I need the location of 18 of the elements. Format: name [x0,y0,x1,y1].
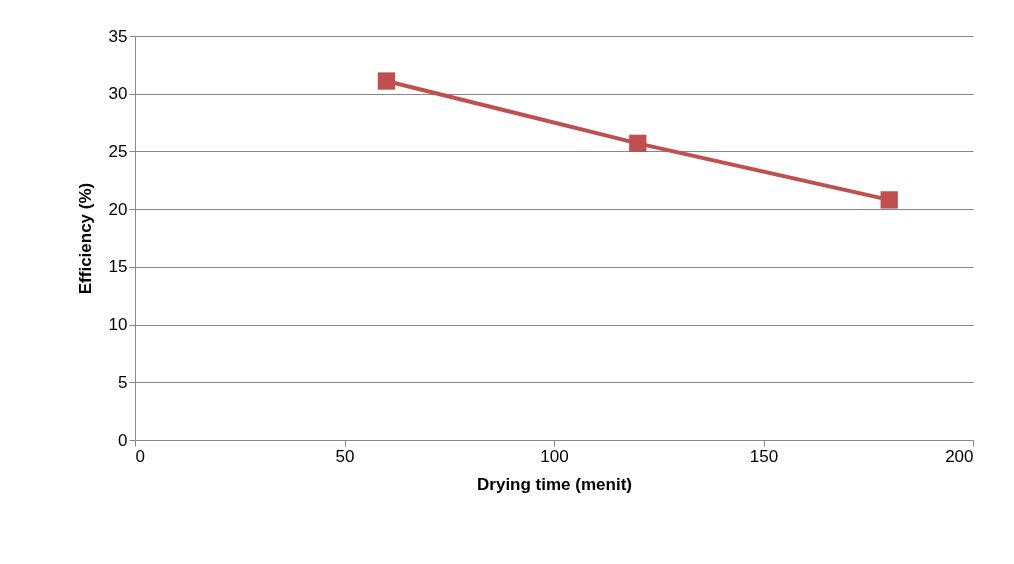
x-axis-title: Drying time (menit) [477,474,632,494]
point [629,134,647,153]
y-tick-label: 25 [108,141,128,161]
y-tick-label: 35 [108,26,128,46]
y-tick-label: 0 [118,430,128,450]
y-tick-label: 10 [108,315,128,335]
point [377,72,396,90]
x-tick-label: 200 [945,446,974,466]
y-axis-title: Efficiency (%) [75,182,95,295]
x-tick-label: 100 [540,446,569,466]
y-tick-label: 30 [108,84,128,104]
point [880,191,898,209]
y-tick-label: 15 [108,257,128,277]
x-tick-label: 150 [749,446,779,466]
y-tick-label: 5 [118,372,128,392]
y-tick-label: 20 [108,199,128,219]
x-tick-label: 0 [135,446,145,466]
x-tick-label: 50 [335,446,355,466]
